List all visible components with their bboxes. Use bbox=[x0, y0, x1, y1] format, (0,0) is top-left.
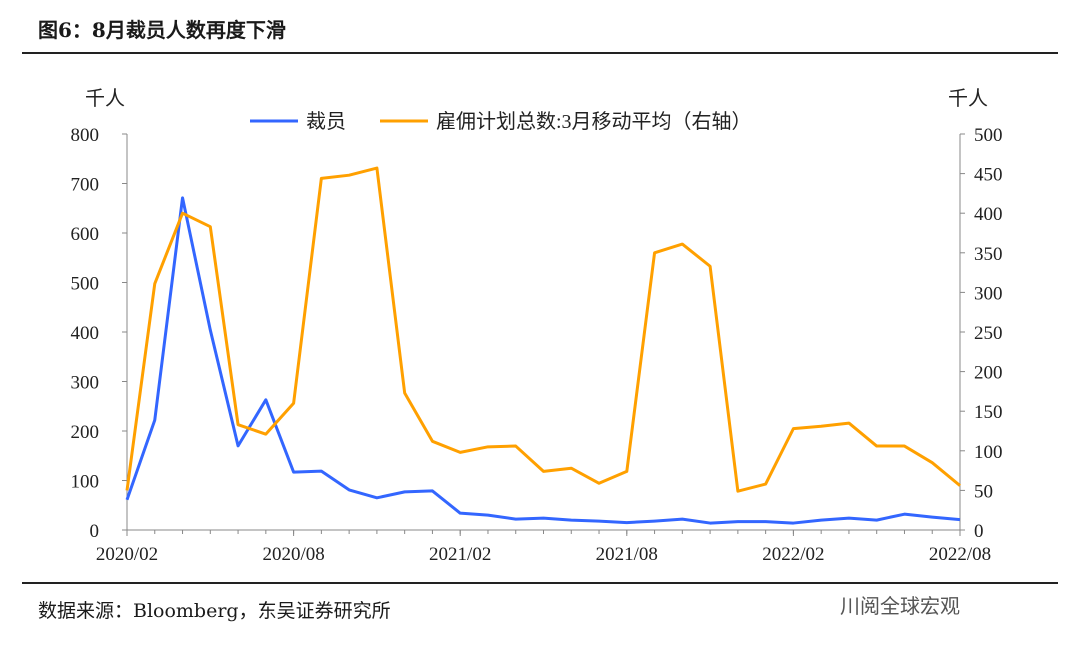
x-tick-label: 2020/02 bbox=[96, 544, 158, 565]
left-tick-label: 700 bbox=[71, 175, 100, 196]
watermark: 川阅全球宏观 bbox=[840, 594, 960, 618]
left-tick-label: 300 bbox=[71, 373, 100, 394]
x-tick-label: 2020/08 bbox=[262, 544, 324, 565]
left-tick-label: 800 bbox=[71, 125, 100, 146]
x-tick-label: 2022/02 bbox=[762, 544, 824, 565]
right-tick-label: 450 bbox=[974, 165, 1003, 186]
right-unit: 千人 bbox=[948, 87, 988, 110]
x-tick-label: 2022/08 bbox=[929, 544, 991, 565]
left-tick-label: 500 bbox=[71, 274, 100, 295]
left-unit: 千人 bbox=[85, 87, 125, 110]
right-tick-label: 50 bbox=[974, 481, 993, 502]
right-tick-label: 500 bbox=[974, 125, 1003, 146]
right-tick-label: 400 bbox=[974, 204, 1003, 225]
x-tick-label: 2021/08 bbox=[596, 544, 658, 565]
right-tick-label: 350 bbox=[974, 244, 1003, 265]
right-tick-label: 250 bbox=[974, 323, 1003, 344]
right-tick-label: 200 bbox=[974, 363, 1003, 384]
legend-label: 雇佣计划总数:3月移动平均（右轴） bbox=[436, 110, 752, 133]
chart-title: 图6：8月裁员人数再度下滑 bbox=[38, 18, 286, 42]
series-line-1 bbox=[125, 166, 961, 493]
source-note: 数据来源：Bloomberg，东吴证券研究所 bbox=[38, 600, 391, 622]
top-rule bbox=[22, 52, 1058, 54]
right-tick-label: 0 bbox=[974, 521, 984, 542]
bottom-rule bbox=[22, 582, 1058, 584]
x-tick-label: 2021/02 bbox=[429, 544, 491, 565]
right-tick-label: 150 bbox=[974, 402, 1003, 423]
left-tick-label: 0 bbox=[90, 521, 100, 542]
legend-label: 裁员 bbox=[306, 110, 346, 133]
left-tick-label: 400 bbox=[71, 323, 100, 344]
series-line-0 bbox=[125, 196, 961, 525]
right-tick-label: 100 bbox=[974, 442, 1003, 463]
left-tick-label: 100 bbox=[71, 472, 100, 493]
left-tick-label: 200 bbox=[71, 422, 100, 443]
left-tick-label: 600 bbox=[71, 224, 100, 245]
right-tick-label: 300 bbox=[974, 283, 1003, 304]
